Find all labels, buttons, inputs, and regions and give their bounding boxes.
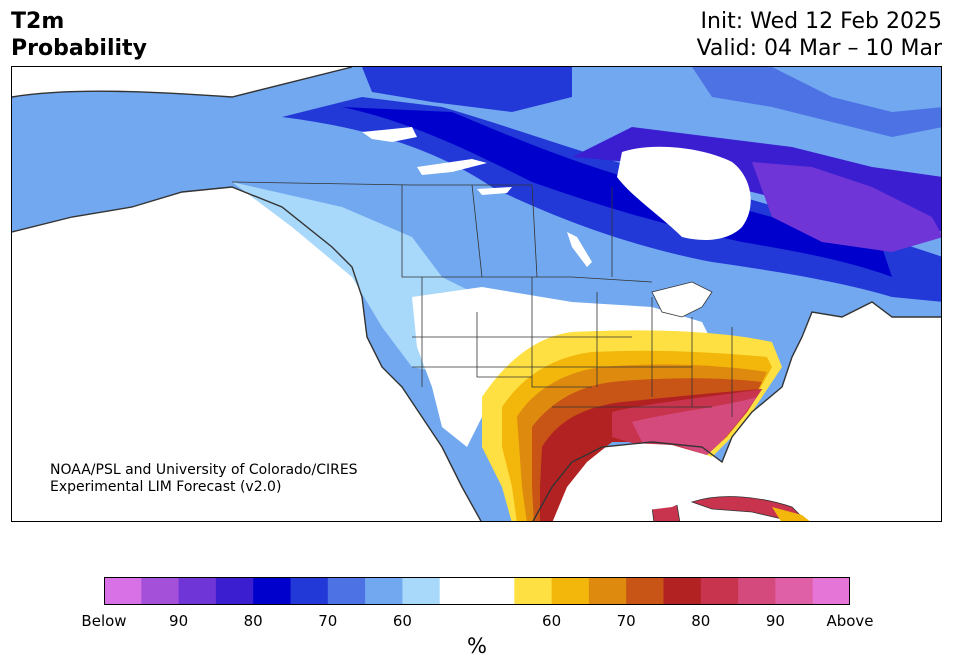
colorbar-cell <box>215 577 254 605</box>
water-great-lakes <box>651 281 713 318</box>
variable-label: T2m <box>11 9 65 34</box>
land-cuba-east <box>772 507 810 521</box>
colorbar-tick-label: 90 <box>169 612 189 630</box>
colorbar-cell <box>327 577 366 605</box>
colorbar-tick-label: 60 <box>542 612 562 630</box>
zone-blue-core-canada <box>342 107 892 277</box>
water-great-bear-lake <box>362 127 417 142</box>
zone-warm-rose <box>632 397 757 455</box>
colorbar-cell <box>700 577 739 605</box>
colorbar-cell <box>402 577 441 605</box>
water-lake-winnipeg <box>567 232 592 267</box>
colorbar-unit-label: % <box>467 634 487 658</box>
colorbar-cell <box>514 577 553 605</box>
colorbar-cell <box>626 577 664 605</box>
coastline <box>12 67 941 521</box>
map-title-right: Init: Wed 12 Feb 2025 Valid: 04 Mar – 10… <box>697 8 942 62</box>
colorbar-tick-label: Above <box>826 612 874 630</box>
colorbar-tick-label: 60 <box>392 612 412 630</box>
credit-line-1: NOAA/PSL and University of Colorado/CIRE… <box>50 462 358 478</box>
credit-line-2: Experimental LIM Forecast (v2.0) <box>50 479 282 495</box>
colorbar-border <box>104 577 850 605</box>
colorbar-cell <box>812 577 850 605</box>
valid-range-label: Valid: 04 Mar – 10 Mar <box>696 36 942 61</box>
colorbar-cell <box>290 577 329 605</box>
colorbar-cell <box>253 577 291 605</box>
colorbar-cell <box>551 577 590 605</box>
colorbar-cell <box>439 577 515 605</box>
colorbar-cell <box>588 577 627 605</box>
water-great-slave-lake <box>417 159 487 175</box>
forecast-credit: NOAA/PSL and University of Colorado/CIRE… <box>50 462 358 496</box>
map-title-left: T2m Probability <box>11 8 147 62</box>
zone-arctic-islands <box>362 67 572 112</box>
map-canvas <box>12 67 941 521</box>
colorbar-tick-label: 80 <box>691 612 711 630</box>
zone-violet-quebec <box>752 162 941 252</box>
colorbar-cell <box>365 577 403 605</box>
colorbar-cell <box>738 577 776 605</box>
colorbar-tick-label: 70 <box>616 612 636 630</box>
water-hudson-bay <box>617 146 751 240</box>
political-borders <box>231 181 733 417</box>
colorbar-tick-label: 90 <box>765 612 785 630</box>
product-label: Probability <box>11 36 147 61</box>
water-lake-athabasca <box>477 187 512 195</box>
probability-colorbar <box>104 577 850 605</box>
colorbar-tick-label: 80 <box>243 612 263 630</box>
colorbar-tick-label: Below <box>81 612 127 630</box>
colorbar-cell <box>104 577 142 605</box>
colorbar-tick-label: 70 <box>318 612 338 630</box>
init-date-label: Init: Wed 12 Feb 2025 <box>700 9 942 34</box>
zone-arctic-far-east <box>772 67 941 112</box>
colorbar-cell <box>775 577 814 605</box>
colorbar-cell <box>663 577 702 605</box>
colorbar-cell <box>141 577 180 605</box>
water-gulf-of-mexico <box>582 450 712 512</box>
forecast-map: NOAA/PSL and University of Colorado/CIRE… <box>11 66 942 522</box>
colorbar-cell <box>178 577 217 605</box>
